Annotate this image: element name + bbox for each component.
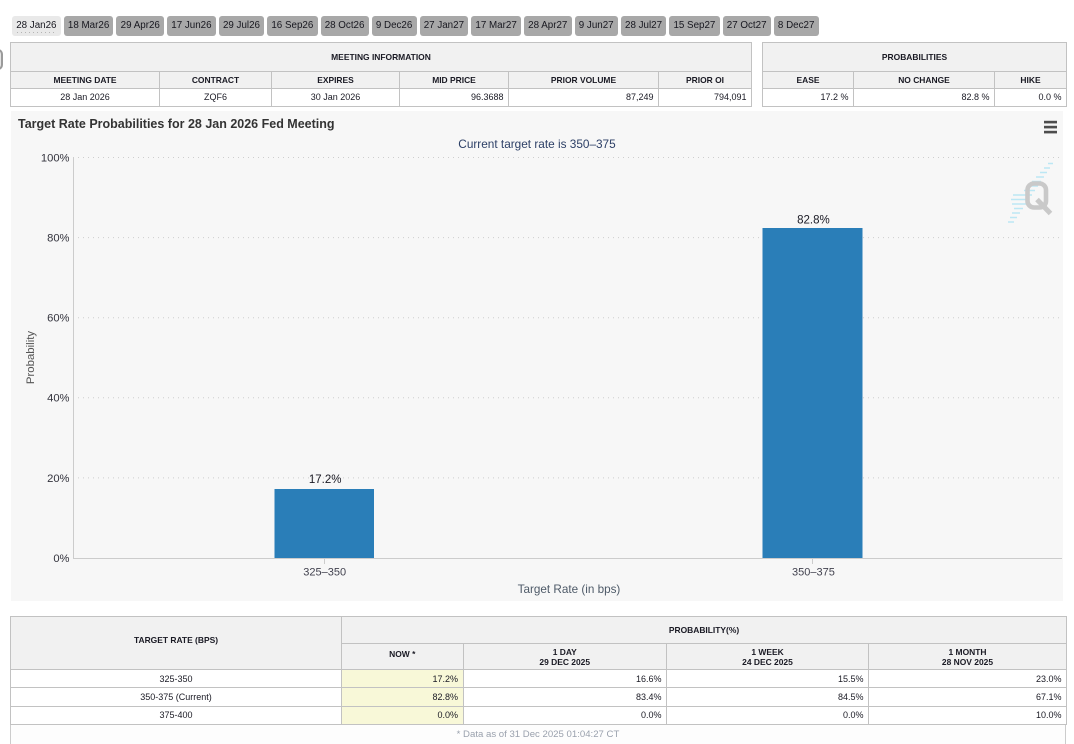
- svg-text:350–375: 350–375: [792, 566, 835, 578]
- svg-text:20%: 20%: [47, 473, 69, 485]
- svg-text:Probability: Probability: [25, 331, 37, 384]
- svg-text:40%: 40%: [47, 393, 69, 405]
- svg-text:80%: 80%: [47, 233, 69, 245]
- svg-text:100%: 100%: [41, 152, 70, 164]
- svg-text:Current target rate is 350–375: Current target rate is 350–375: [458, 137, 616, 151]
- svg-text:82.8%: 82.8%: [797, 215, 830, 227]
- svg-text:Target Rate Probabilities for: Target Rate Probabilities for 28 Jan 202…: [18, 117, 335, 131]
- svg-text:325–350: 325–350: [303, 566, 346, 578]
- svg-text:0%: 0%: [53, 553, 69, 565]
- svg-text:Target Rate (in bps): Target Rate (in bps): [518, 583, 621, 596]
- svg-text:17.2%: 17.2%: [309, 474, 342, 486]
- svg-text:60%: 60%: [47, 313, 69, 325]
